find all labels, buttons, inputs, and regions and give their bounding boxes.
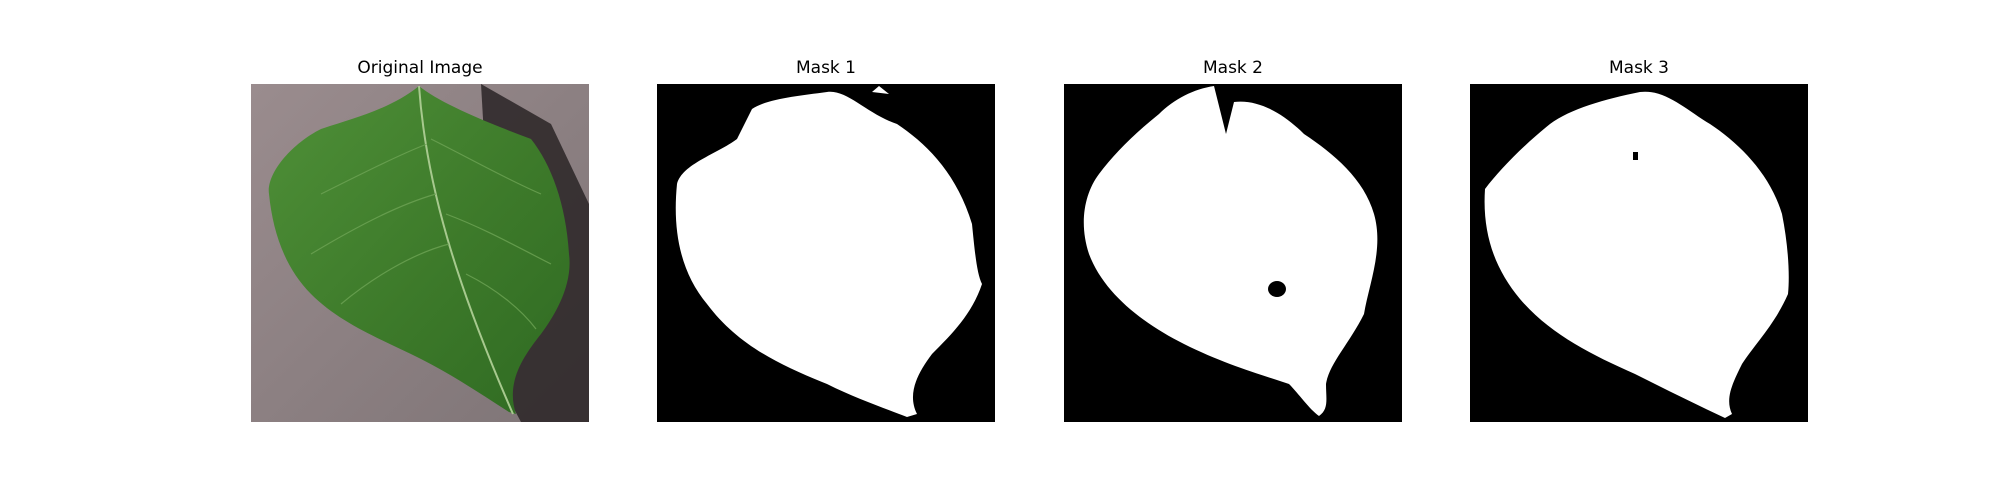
- mask-hole: [1633, 152, 1638, 160]
- leaf-veins: [310, 138, 552, 330]
- panel-title-original: Original Image: [357, 58, 483, 78]
- leaf-midrib: [418, 85, 514, 415]
- mask-2-image: [1064, 84, 1402, 422]
- mask-region: [675, 91, 982, 418]
- mask-fragment: [872, 86, 889, 94]
- mask-3-image: [1470, 84, 1808, 422]
- panel-title-mask-1: Mask 1: [795, 58, 856, 78]
- panel-title-mask-3: Mask 3: [1608, 58, 1669, 78]
- mask-fragment: [1226, 134, 1239, 174]
- mask-1-image: [657, 84, 995, 422]
- mask-region: [1083, 86, 1378, 416]
- panel-title-mask-2: Mask 2: [1202, 58, 1263, 78]
- mask-hole: [1268, 281, 1286, 297]
- original-leaf-photo: [251, 84, 589, 422]
- leaf: [268, 86, 570, 414]
- mask-region: [1484, 91, 1789, 419]
